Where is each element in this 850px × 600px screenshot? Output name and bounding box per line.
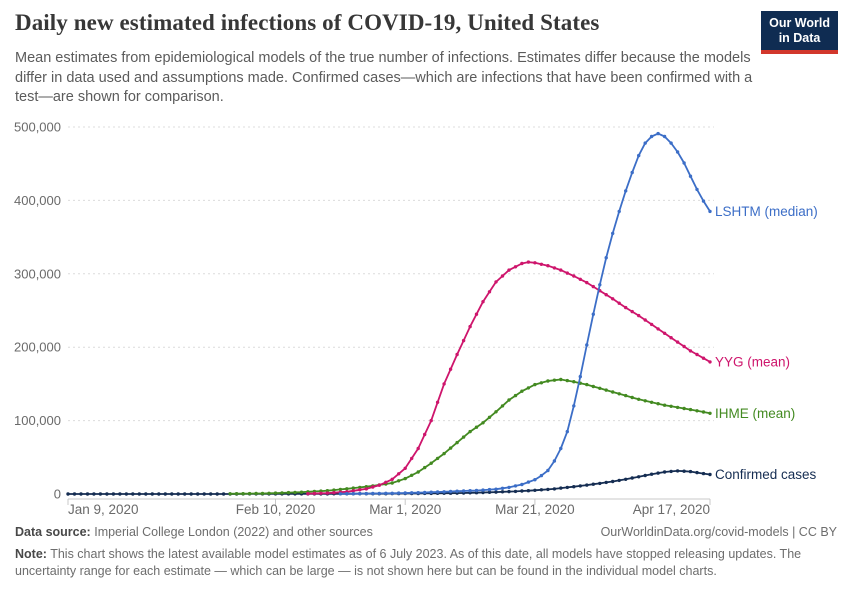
- y-axis-label-100000: 100,000: [14, 413, 61, 428]
- x-axis-label: Jan 9, 2020: [68, 502, 139, 517]
- chart-footer: Data source: Imperial College London (20…: [15, 525, 837, 580]
- y-axis-label-300000: 300,000: [14, 266, 61, 281]
- series-label-confirmed: Confirmed cases: [715, 467, 817, 482]
- datasource: Data source: Imperial College London (20…: [15, 525, 373, 539]
- x-axis-label: Mar 1, 2020: [369, 502, 441, 517]
- series-line-lshtm: [339, 132, 711, 495]
- datasource-row: Data source: Imperial College London (20…: [15, 525, 837, 539]
- series-dots-yyg: [306, 260, 712, 496]
- series-dots-ihme: [228, 377, 712, 496]
- y-axis-label-0: 0: [54, 487, 61, 502]
- series-label-lshtm: LSHTM (median): [715, 204, 818, 219]
- x-axis-label: Mar 21, 2020: [495, 502, 575, 517]
- x-axis-label: Feb 10, 2020: [236, 502, 316, 517]
- note-label: Note:: [15, 547, 47, 561]
- y-axis-label-500000: 500,000: [14, 120, 61, 135]
- chart-note: Note: This chart shows the latest availa…: [15, 546, 837, 580]
- datasource-label: Data source:: [15, 525, 91, 539]
- page-subtitle: Mean estimates from epidemiological mode…: [15, 50, 753, 105]
- note-text: This chart shows the latest available mo…: [15, 547, 802, 578]
- owid-logo[interactable]: Our World in Data: [761, 11, 838, 54]
- y-axis-label-200000: 200,000: [14, 340, 61, 355]
- datasource-text: Imperial College London (2022) and other…: [94, 525, 373, 539]
- y-axis-label-400000: 400,000: [14, 193, 61, 208]
- attribution-link[interactable]: OurWorldinData.org/covid-models | CC BY: [600, 525, 837, 539]
- series-label-yyg: YYG (mean): [715, 354, 790, 369]
- series-dots-confirmed: [66, 469, 712, 496]
- series-line-yyg: [306, 261, 711, 495]
- owid-logo-line-1: Our World: [769, 16, 830, 30]
- series-dots-lshtm: [338, 131, 712, 496]
- series-label-ihme: IHME (mean): [715, 406, 795, 421]
- owid-logo-line-2: in Data: [778, 31, 821, 45]
- page-title: Daily new estimated infections of COVID-…: [15, 10, 600, 35]
- x-axis-label: Apr 17, 2020: [633, 502, 710, 517]
